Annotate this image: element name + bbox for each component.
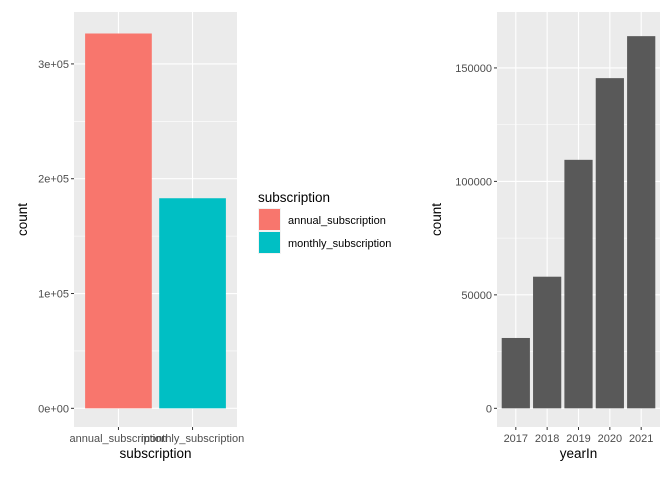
- left-plot-x-axis-label: subscription: [119, 446, 191, 461]
- bar-2021: [627, 36, 656, 409]
- bar-2020: [595, 78, 624, 409]
- y-tick-label: 50000: [461, 290, 492, 302]
- right-plot-x-axis-label: yearIn: [560, 446, 598, 461]
- x-tick-label-2017: 2017: [504, 433, 528, 445]
- bar-monthly-subscription: [159, 198, 226, 409]
- left-plot-y-ticks: 0e+00 1e+05 2e+05 3e+05: [38, 59, 74, 415]
- left-plot-bars: [85, 33, 226, 409]
- y-tick-label: 2e+05: [38, 174, 69, 186]
- x-tick-label-2021: 2021: [629, 433, 653, 445]
- legend-swatch-monthly-subscription: [259, 232, 280, 253]
- right-plot-x-ticks: 2017 2018 2019 2020 2021: [504, 427, 653, 445]
- legend-label-annual-subscription: annual_subscription: [288, 215, 386, 227]
- left-plot-y-axis-label: count: [15, 203, 30, 236]
- y-tick-label: 3e+05: [38, 59, 69, 71]
- x-tick-label-2018: 2018: [535, 433, 559, 445]
- right-plot-y-ticks: 0 50000 100000 150000: [455, 63, 497, 415]
- bar-2017: [501, 337, 530, 409]
- legend-label-monthly-subscription: monthly_subscription: [288, 238, 391, 250]
- legend-title: subscription: [258, 190, 330, 205]
- bar-annual-subscription: [85, 33, 152, 409]
- x-tick-label-monthly-subscription: monthly_subscription: [141, 433, 244, 445]
- right-plot-bars: [501, 36, 656, 409]
- x-tick-label-2020: 2020: [598, 433, 622, 445]
- x-tick-label-2019: 2019: [566, 433, 590, 445]
- x-tick-label-annual-subscription: annual_subscription: [70, 433, 168, 445]
- right-plot-y-axis-label: count: [429, 203, 444, 236]
- y-tick-label: 0e+00: [38, 403, 69, 415]
- legend-swatch-annual-subscription: [259, 209, 280, 230]
- y-tick-label: 0: [486, 403, 492, 415]
- y-tick-label: 150000: [455, 63, 492, 75]
- y-tick-label: 1e+05: [38, 289, 69, 301]
- legend: subscription annual_subscription monthly…: [258, 190, 391, 254]
- bar-2019: [564, 159, 593, 409]
- y-tick-label: 100000: [455, 176, 492, 188]
- bar-2018: [533, 276, 562, 409]
